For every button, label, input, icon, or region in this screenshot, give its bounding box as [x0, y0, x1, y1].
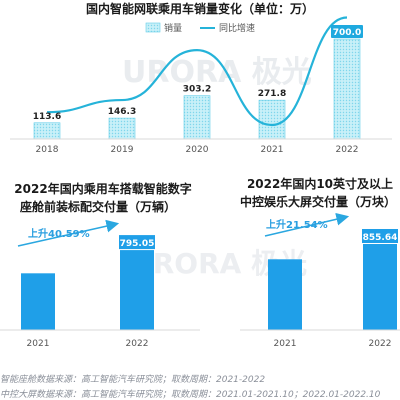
bar [363, 244, 397, 330]
bar [21, 273, 55, 330]
x-tick-label: 2021 [27, 339, 50, 349]
x-tick-label: 2020 [186, 145, 209, 155]
data-label: 855.64 [363, 233, 398, 243]
data-label: 146.3 [108, 107, 136, 117]
bar [333, 38, 361, 140]
x-tick-label: 2021 [274, 339, 297, 349]
data-label-box [331, 25, 363, 38]
bar [33, 122, 61, 140]
chart-sales: 国内智能网联乘用车销量变化（单位：万） 销量 同比增速 113.6 2018 146… [10, 1, 392, 155]
bar [183, 95, 211, 140]
bar [258, 99, 286, 140]
chart-title-line-2: 座舱前装标配交付量（万辆） [19, 199, 176, 214]
growth-line [46, 16, 348, 127]
x-tick-label: 2022 [336, 145, 359, 155]
growth-arrow [264, 212, 350, 237]
data-label: 700.0 [333, 28, 361, 38]
data-label: 271.8 [258, 89, 286, 99]
chart-title-line-1: 2022年国内10英寸及以上 [247, 176, 393, 191]
growth-label: 上升40.59% [28, 227, 90, 240]
growth-label: 上升21.54% [266, 218, 328, 231]
bar [108, 117, 136, 140]
chart-title-line-2: 中控娱乐大屏交付量（万块） [240, 194, 396, 209]
data-label: 303.2 [183, 85, 211, 95]
x-tick-label: 2022 [126, 339, 149, 349]
x-tick-label: 2022 [369, 339, 392, 349]
chart-cockpit: 2022年国内乘用车搭载智能数字 座舱前装标配交付量（万辆） 2021 795.0… [0, 181, 200, 349]
chart-title-line-1: 2022年国内乘用车搭载智能数字 [14, 181, 191, 196]
bar [268, 259, 302, 330]
data-label-box [362, 229, 398, 243]
chart-display: 2022年国内10英寸及以上 中控娱乐大屏交付量（万块） 2021 855.64 2… [240, 176, 400, 349]
legend: 销量 同比增速 [145, 22, 255, 34]
chart-title: 国内智能网联乘用车销量变化（单位：万） [86, 1, 314, 16]
data-label: 795.05 [120, 239, 155, 249]
footnote-cockpit-source: 智能座舱数据来源：高工智能汽车研究院；取数周期：2021-2022 [0, 375, 266, 385]
x-tick-label: 2021 [261, 145, 284, 155]
footnote-display-source: 中控大屏数据来源：高工智能汽车研究院；取数周期：2021.01-2021.10；… [0, 390, 381, 400]
growth-arrow [17, 219, 120, 247]
x-tick-label: 2019 [111, 145, 134, 155]
x-tick-label: 2018 [36, 145, 59, 155]
legend-swatch-sales [145, 22, 161, 33]
data-label: 113.6 [33, 112, 61, 122]
legend-label-sales: 销量 [164, 22, 182, 34]
legend-label-growth: 同比增速 [219, 22, 255, 34]
bar [120, 250, 154, 330]
data-label-box [119, 235, 155, 250]
